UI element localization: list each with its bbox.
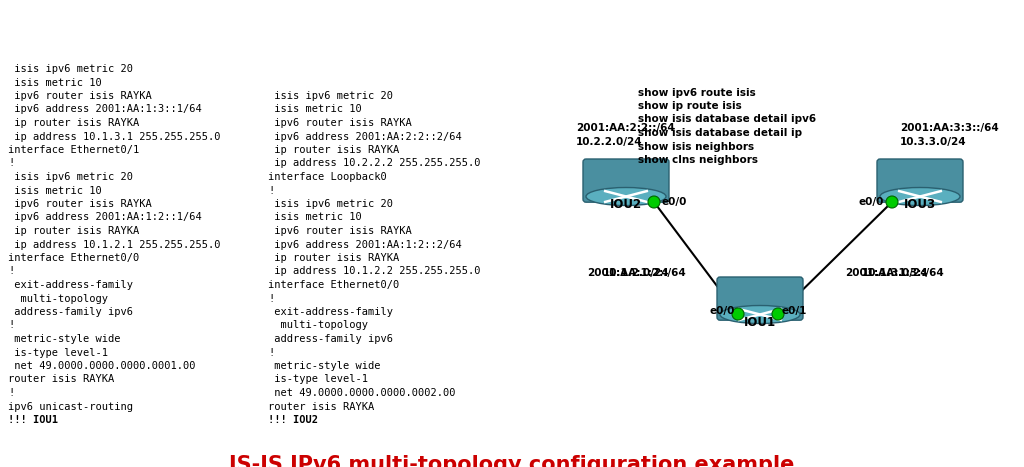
Text: !: ! xyxy=(268,347,274,358)
Text: ip address 10.1.2.1 255.255.255.0: ip address 10.1.2.1 255.255.255.0 xyxy=(8,240,220,249)
Text: ipv6 address 2001:AA:1:3::1/64: ipv6 address 2001:AA:1:3::1/64 xyxy=(8,105,202,114)
Ellipse shape xyxy=(586,187,666,205)
Text: !: ! xyxy=(268,185,274,196)
Text: !: ! xyxy=(8,267,14,276)
Circle shape xyxy=(732,308,744,320)
Text: address-family ipv6: address-family ipv6 xyxy=(268,334,393,344)
Text: ipv6 router isis RAYKA: ipv6 router isis RAYKA xyxy=(268,118,412,128)
Ellipse shape xyxy=(880,187,961,205)
Text: ip address 10.1.3.1 255.255.255.0: ip address 10.1.3.1 255.255.255.0 xyxy=(8,132,220,142)
Text: 2001:AA:2:2::/64: 2001:AA:2:2::/64 xyxy=(575,123,675,134)
Text: isis ipv6 metric 20: isis ipv6 metric 20 xyxy=(8,64,133,74)
Text: exit-address-family: exit-address-family xyxy=(268,307,393,317)
Text: ipv6 router isis RAYKA: ipv6 router isis RAYKA xyxy=(268,226,412,236)
Text: router isis RAYKA: router isis RAYKA xyxy=(268,402,374,411)
Text: interface Loopback0: interface Loopback0 xyxy=(268,172,387,182)
Text: multi-topology: multi-topology xyxy=(8,293,108,304)
Text: show isis database detail ip: show isis database detail ip xyxy=(638,128,802,138)
Text: e0/0: e0/0 xyxy=(662,197,687,207)
Text: show isis database detail ipv6: show isis database detail ipv6 xyxy=(638,114,816,125)
Text: show ipv6 route isis: show ipv6 route isis xyxy=(638,87,756,98)
Text: ip router isis RAYKA: ip router isis RAYKA xyxy=(8,226,139,236)
Text: !: ! xyxy=(8,320,14,331)
Ellipse shape xyxy=(720,305,800,324)
Text: ipv6 unicast-routing: ipv6 unicast-routing xyxy=(8,402,133,411)
Text: 10.2.2.0/24: 10.2.2.0/24 xyxy=(575,137,643,147)
Text: ip router isis RAYKA: ip router isis RAYKA xyxy=(268,253,399,263)
Text: e0/0: e0/0 xyxy=(859,197,884,207)
Text: !!! IOU2: !!! IOU2 xyxy=(268,415,318,425)
FancyBboxPatch shape xyxy=(877,159,963,202)
Text: ipv6 router isis RAYKA: ipv6 router isis RAYKA xyxy=(8,91,152,101)
Text: isis ipv6 metric 20: isis ipv6 metric 20 xyxy=(268,91,393,101)
Text: 2001:AA:1:3::/64: 2001:AA:1:3::/64 xyxy=(846,268,944,278)
FancyBboxPatch shape xyxy=(583,159,669,202)
Text: router isis RAYKA: router isis RAYKA xyxy=(8,375,115,384)
Text: net 49.0000.0000.0000.0001.00: net 49.0000.0000.0000.0001.00 xyxy=(8,361,196,371)
Text: 2001:AA:3:3::/64: 2001:AA:3:3::/64 xyxy=(900,123,998,134)
Text: ipv6 address 2001:AA:1:2::1/64: ipv6 address 2001:AA:1:2::1/64 xyxy=(8,212,202,222)
Text: multi-topology: multi-topology xyxy=(268,320,368,331)
Text: 10.3.3.0/24: 10.3.3.0/24 xyxy=(900,137,967,147)
Text: show isis neighbors: show isis neighbors xyxy=(638,142,754,151)
Text: IOU3: IOU3 xyxy=(904,198,936,211)
Text: address-family ipv6: address-family ipv6 xyxy=(8,307,133,317)
Text: 10.1.2.0/24: 10.1.2.0/24 xyxy=(603,256,670,278)
Text: IOU2: IOU2 xyxy=(610,198,642,211)
Text: !!! IOU1: !!! IOU1 xyxy=(8,415,58,425)
Text: metric-style wide: metric-style wide xyxy=(8,334,121,344)
Text: ip router isis RAYKA: ip router isis RAYKA xyxy=(8,118,139,128)
Text: show clns neighbors: show clns neighbors xyxy=(638,155,758,165)
Text: ipv6 router isis RAYKA: ipv6 router isis RAYKA xyxy=(8,199,152,209)
Text: metric-style wide: metric-style wide xyxy=(268,361,381,371)
Text: isis metric 10: isis metric 10 xyxy=(8,185,101,196)
Text: !: ! xyxy=(268,293,274,304)
Text: e0/1: e0/1 xyxy=(781,306,806,316)
Text: net 49.0000.0000.0000.0002.00: net 49.0000.0000.0000.0002.00 xyxy=(268,388,456,398)
Text: isis metric 10: isis metric 10 xyxy=(268,105,361,114)
Text: !: ! xyxy=(8,158,14,169)
Text: ip router isis RAYKA: ip router isis RAYKA xyxy=(268,145,399,155)
Text: !: ! xyxy=(8,388,14,398)
Text: ipv6 address 2001:AA:2:2::2/64: ipv6 address 2001:AA:2:2::2/64 xyxy=(268,132,462,142)
Text: isis metric 10: isis metric 10 xyxy=(268,212,361,222)
Text: 2001:AA:1:2::/64: 2001:AA:1:2::/64 xyxy=(587,268,685,278)
Text: isis ipv6 metric 20: isis ipv6 metric 20 xyxy=(8,172,133,182)
Text: is-type level-1: is-type level-1 xyxy=(8,347,108,358)
Text: interface Ethernet0/0: interface Ethernet0/0 xyxy=(268,280,399,290)
Text: interface Ethernet0/0: interface Ethernet0/0 xyxy=(8,253,139,263)
Text: exit-address-family: exit-address-family xyxy=(8,280,133,290)
Text: IOU1: IOU1 xyxy=(744,316,776,328)
FancyBboxPatch shape xyxy=(717,277,803,320)
Circle shape xyxy=(772,308,784,320)
Text: isis ipv6 metric 20: isis ipv6 metric 20 xyxy=(268,199,393,209)
Text: ip address 10.1.2.2 255.255.255.0: ip address 10.1.2.2 255.255.255.0 xyxy=(268,267,480,276)
Text: e0/0: e0/0 xyxy=(710,306,735,316)
Text: 10.1.3.0/24: 10.1.3.0/24 xyxy=(861,256,929,278)
Text: interface Ethernet0/1: interface Ethernet0/1 xyxy=(8,145,139,155)
Text: isis metric 10: isis metric 10 xyxy=(8,78,101,87)
Text: is-type level-1: is-type level-1 xyxy=(268,375,368,384)
Text: IS-IS IPv6 multi-topology configuration example: IS-IS IPv6 multi-topology configuration … xyxy=(229,455,795,467)
Circle shape xyxy=(648,196,660,208)
Text: ipv6 address 2001:AA:1:2::2/64: ipv6 address 2001:AA:1:2::2/64 xyxy=(268,240,462,249)
Text: ip address 10.2.2.2 255.255.255.0: ip address 10.2.2.2 255.255.255.0 xyxy=(268,158,480,169)
Circle shape xyxy=(886,196,898,208)
Text: show ip route isis: show ip route isis xyxy=(638,101,741,111)
